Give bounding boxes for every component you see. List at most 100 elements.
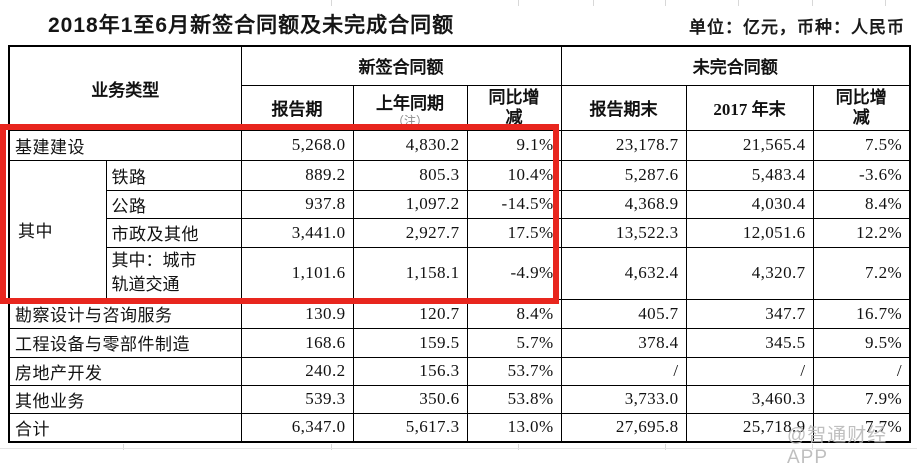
table-row-railway: 其中 铁路 889.2 805.3 10.4% 5,287.6 5,483.4 … — [8, 159, 911, 300]
cell-value: 23,178.7 — [560, 129, 687, 161]
cell-value: -14.5% — [466, 189, 562, 219]
cell-value: 378.4 — [560, 327, 687, 358]
row-label: 基建建设 — [8, 129, 242, 161]
gridline-stub — [665, 444, 666, 450]
header-yoy-change-new: 同比增减 — [466, 84, 562, 131]
cell-value: 13,522.3 — [560, 217, 687, 248]
cell-value: 1,101.6 — [240, 246, 354, 300]
cell-value: 16.7% — [812, 298, 911, 329]
cell-value: 350.6 — [352, 384, 468, 414]
header-prior-year-label: 上年同期 — [376, 93, 444, 113]
cell-value: 10.4% — [466, 159, 562, 191]
cell-value: 6,347.0 — [240, 412, 354, 443]
cell-value: 347.7 — [685, 298, 814, 329]
cell-value: 21,565.4 — [685, 129, 814, 161]
header-reporting-period: 报告期 — [240, 84, 354, 131]
cell-value: 240.2 — [240, 356, 354, 386]
header-reporting-period-end: 报告期末 — [560, 84, 687, 131]
cell-value: 1,158.1 — [352, 246, 468, 300]
header-yoy-change-uncompleted: 同比增减 — [812, 84, 911, 131]
page-title: 2018年1至6月新签合同额及未完成合同额 — [48, 14, 455, 37]
cell-value: / — [560, 356, 687, 386]
watermark: @智通财经APP — [787, 425, 888, 468]
row-label: 市政及其他 — [105, 217, 242, 248]
cell-value: 5,287.6 — [560, 159, 687, 191]
cell-value: 13.0% — [466, 412, 562, 443]
gridline-stub — [518, 0, 519, 6]
cell-value: 805.3 — [352, 159, 468, 191]
cell-value: 159.5 — [352, 327, 468, 358]
cell-value: 12.2% — [812, 217, 911, 248]
gridline-stub — [518, 444, 519, 450]
red-highlight-box — [0, 124, 559, 304]
cell-value: / — [685, 356, 814, 386]
gridline-horizontal — [0, 448, 917, 449]
row-label: 房地产开发 — [8, 356, 242, 386]
gridline-stub — [738, 0, 739, 6]
cell-value: 5,268.0 — [240, 129, 354, 161]
cell-value: 4,632.4 — [560, 246, 687, 300]
cell-value: 7.9% — [812, 384, 911, 414]
header-business-type: 业务类型 — [8, 45, 242, 131]
cell-value: 5.7% — [466, 327, 562, 358]
cell-value: 27,695.8 — [560, 412, 687, 443]
cell-value: 345.5 — [685, 327, 814, 358]
gridline-stub — [812, 444, 813, 450]
cell-value: -3.6% — [812, 159, 911, 191]
header-new-contracts-group: 新签合同额 — [240, 45, 562, 86]
cell-value: 937.8 — [240, 189, 354, 219]
cell-value: / — [812, 356, 911, 386]
table-row-real-estate: 房地产开发 240.2 156.3 53.7% / / / — [8, 356, 911, 386]
table-row-infrastructure: 基建建设 5,268.0 4,830.2 9.1% 23,178.7 21,56… — [8, 129, 911, 161]
cell-value: 539.3 — [240, 384, 354, 414]
cell-value: 4,320.7 — [685, 246, 814, 300]
cell-value: 53.8% — [466, 384, 562, 414]
cell-value: 25,718.9 — [685, 412, 814, 443]
cell-value: 8.4% — [812, 189, 911, 219]
header-row-columns: 报告期 上年同期 （注） 同比增减 报告期末 2017 年末 同比增减 — [9, 84, 911, 131]
gridline-stub — [123, 444, 124, 450]
cell-value: 53.7% — [466, 356, 562, 386]
cell-value: 889.2 — [240, 159, 354, 191]
cell-value: 168.6 — [240, 327, 354, 358]
row-label: 其他业务 — [8, 384, 242, 414]
table-row-equipment-manufacturing: 工程设备与零部件制造 168.6 159.5 5.7% 378.4 345.5 … — [8, 327, 911, 358]
cell-value: 7.7% — [812, 412, 911, 443]
table-row-municipal: 市政及其他 3,441.0 2,927.7 17.5% 13,522.3 12,… — [9, 217, 911, 248]
cell-value: -4.9% — [466, 246, 562, 300]
header-row-groups: 业务类型 新签合同额 未完合同额 — [8, 45, 911, 131]
unit-currency-note: 单位：亿元，币种：人民币 — [689, 18, 905, 37]
cell-value: 17.5% — [466, 217, 562, 248]
cell-value: 7.2% — [812, 246, 911, 300]
cell-value: 4,368.9 — [560, 189, 687, 219]
table-row-other-business: 其他业务 539.3 350.6 53.8% 3,733.0 3,460.3 7… — [8, 384, 911, 414]
cell-value: 3,460.3 — [685, 384, 814, 414]
cell-value: 9.1% — [466, 129, 562, 161]
table-row-highway: 公路 937.8 1,097.2 -14.5% 4,368.9 4,030.4 … — [9, 189, 911, 219]
cell-value: 12,051.6 — [685, 217, 814, 248]
gridline-stub — [885, 0, 886, 6]
cell-value: 4,030.4 — [685, 189, 814, 219]
row-label: 工程设备与零部件制造 — [8, 327, 242, 358]
header-prior-year-period: 上年同期 （注） — [352, 84, 468, 131]
cell-value: 5,617.3 — [352, 412, 468, 443]
cell-value: 3,733.0 — [560, 384, 687, 414]
gridline-stub — [593, 0, 594, 6]
cell-value: 9.5% — [812, 327, 911, 358]
gridline-stub — [331, 0, 332, 6]
cell-value: 405.7 — [560, 298, 687, 329]
header-note-marker: （注） — [391, 113, 428, 128]
cell-value: 7.5% — [812, 129, 911, 161]
row-label: 其中：城市轨道交通 — [105, 246, 242, 300]
cell-value: 5,483.4 — [685, 159, 814, 191]
row-label: 合计 — [8, 412, 242, 443]
gridline-stub — [665, 0, 666, 6]
gridline-stub — [331, 444, 332, 450]
header-2017-year-end: 2017 年末 — [685, 84, 814, 131]
table-row-total: 合计 6,347.0 5,617.3 13.0% 27,695.8 25,718… — [8, 412, 911, 443]
table-row-urban-rail-transit: 其中：城市轨道交通 1,101.6 1,158.1 -4.9% 4,632.4 … — [9, 246, 911, 300]
cell-value: 4,830.2 — [352, 129, 468, 161]
header-uncompleted-group: 未完合同额 — [560, 45, 911, 86]
gridline-stub — [812, 0, 813, 6]
